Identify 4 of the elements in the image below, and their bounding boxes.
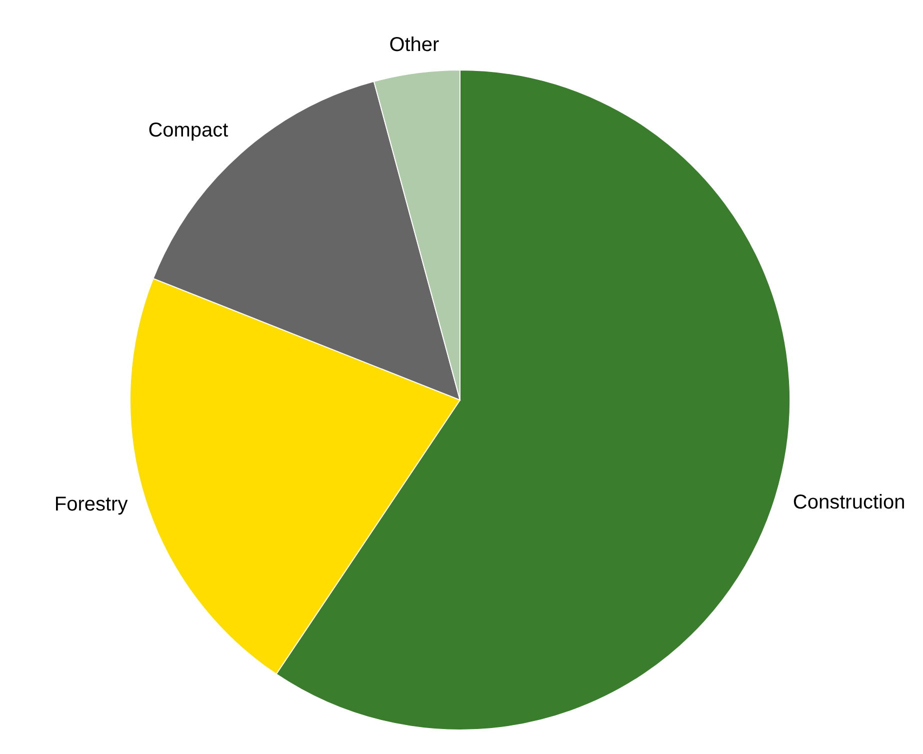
slice-label: Construction [792,491,906,514]
slice-label: Other [389,34,440,56]
slice-label: Forestry [54,493,128,516]
slice-label: Compact [148,119,229,142]
